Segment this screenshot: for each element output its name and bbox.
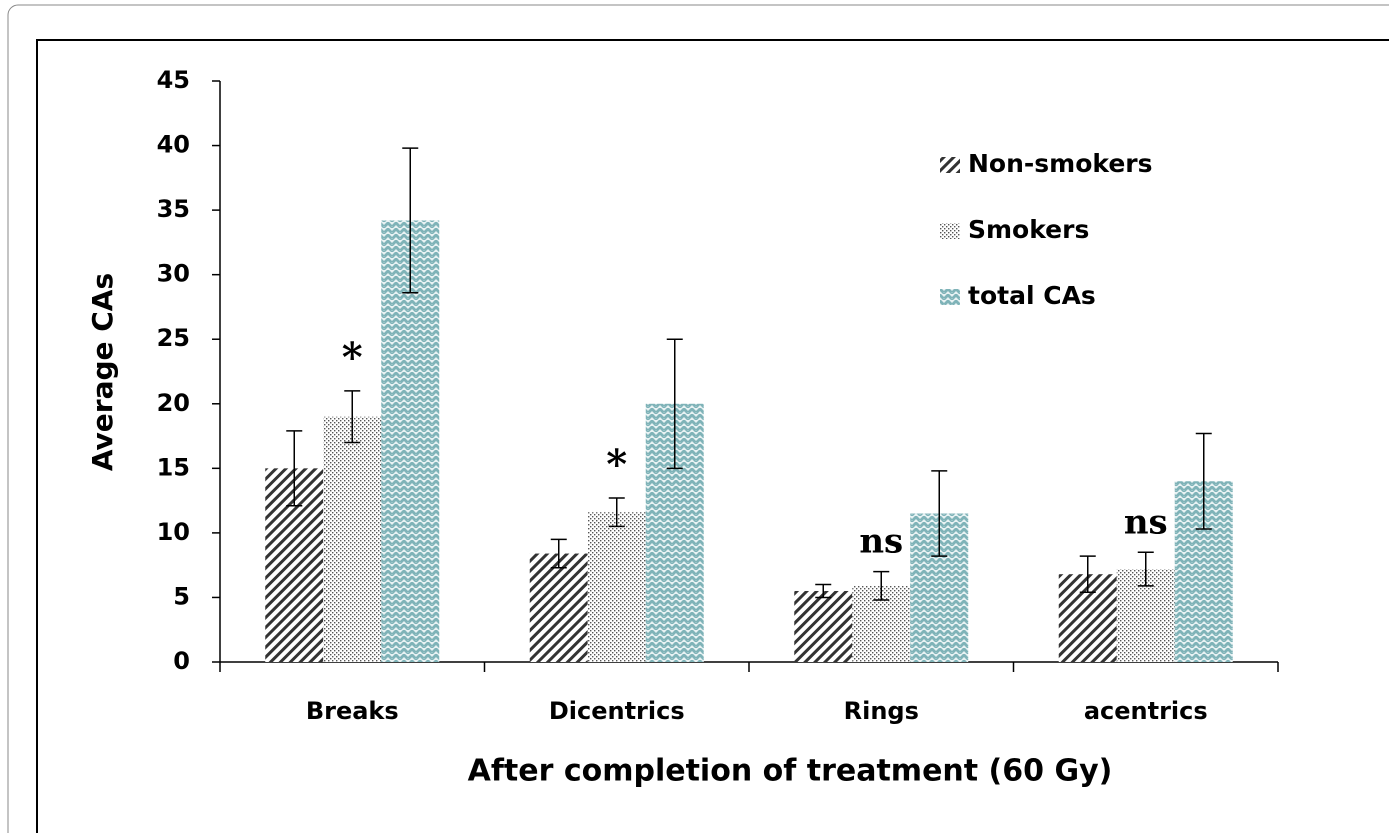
x-tick-label: acentrics xyxy=(1084,697,1208,725)
y-tick-label: 30 xyxy=(157,260,190,288)
bar xyxy=(587,512,646,662)
x-tick-label: Dicentrics xyxy=(549,697,685,725)
y-tick-label: 25 xyxy=(157,324,190,352)
legend-swatch xyxy=(940,223,960,239)
significance-label: ns xyxy=(1124,502,1168,542)
y-tick-label: 5 xyxy=(173,582,190,610)
y-tick-label: 20 xyxy=(157,389,190,417)
legend-label: Non-smokers xyxy=(968,149,1153,178)
bar xyxy=(381,220,440,662)
y-tick-label: 35 xyxy=(157,195,190,223)
y-tick-label: 45 xyxy=(157,66,190,94)
significance-label: ns xyxy=(859,522,903,562)
x-tick-label: Rings xyxy=(844,697,919,725)
bar xyxy=(794,590,853,662)
bar xyxy=(529,553,588,662)
legend-swatch xyxy=(940,289,960,305)
y-tick-label: 40 xyxy=(157,131,190,159)
y-tick-label: 0 xyxy=(173,647,190,675)
y-axis-title: Average CAs xyxy=(86,273,119,471)
significance-label: * xyxy=(606,441,627,488)
x-axis-title: After completion of treatment (60 Gy) xyxy=(468,754,1113,789)
significance-label: * xyxy=(342,334,363,381)
chart-frame xyxy=(36,39,1389,837)
y-tick-label: 15 xyxy=(157,453,190,481)
outer-frame xyxy=(7,4,1389,837)
legend-swatch xyxy=(940,157,960,173)
bar xyxy=(323,416,382,662)
x-tick-label: Breaks xyxy=(306,697,399,725)
legend-label: Smokers xyxy=(968,215,1089,244)
y-tick-label: 10 xyxy=(157,518,190,546)
legend-label: total CAs xyxy=(968,281,1096,310)
